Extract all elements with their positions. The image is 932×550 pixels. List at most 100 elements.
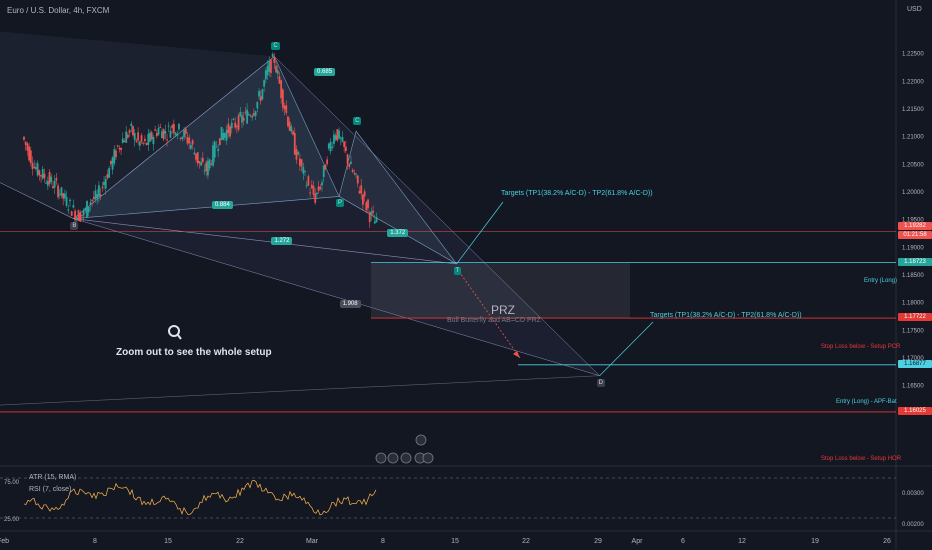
candle-body xyxy=(135,140,138,142)
candle-body xyxy=(138,141,141,146)
candle-body xyxy=(333,134,335,144)
candle-body xyxy=(40,175,42,177)
candle-body xyxy=(87,207,90,213)
time-tick-label: 26 xyxy=(883,538,891,545)
candle-body xyxy=(72,205,75,208)
candle-body xyxy=(196,152,199,164)
pattern-point-c: C xyxy=(353,117,362,126)
candle-body xyxy=(28,146,31,161)
candle-body xyxy=(253,113,255,116)
candle-body xyxy=(62,193,65,199)
candle-body xyxy=(208,159,211,169)
candle-body xyxy=(317,186,320,191)
candle-body xyxy=(235,126,238,128)
candle-body xyxy=(26,143,29,151)
candle-body xyxy=(154,129,157,131)
candle-body xyxy=(244,111,247,113)
target-label-1: Targets (TP1(38.2% A/C-D) - TP2(61.8% A/… xyxy=(501,190,653,197)
candle-body xyxy=(278,76,281,84)
candle-body xyxy=(186,137,189,144)
candle-body xyxy=(300,159,303,167)
candle-body xyxy=(261,89,264,100)
candle-body xyxy=(324,164,327,170)
candle-body xyxy=(111,157,114,170)
event-icon xyxy=(387,452,399,464)
candle-body xyxy=(203,170,206,172)
candle-body xyxy=(329,141,332,152)
candle-body xyxy=(312,186,315,195)
candle-body xyxy=(155,133,158,137)
target-arrow-1 xyxy=(456,201,504,265)
candle-body xyxy=(213,141,216,158)
candle-body xyxy=(356,175,359,184)
candle-body xyxy=(67,209,70,211)
candle-body xyxy=(334,135,337,140)
time-tick-label: 15 xyxy=(164,538,172,545)
candle-body xyxy=(193,152,196,155)
candle-body xyxy=(242,117,245,121)
pattern-point-c: C xyxy=(271,42,280,51)
candle-body xyxy=(157,128,160,135)
candle-body xyxy=(183,130,185,138)
candle-body xyxy=(89,202,92,205)
candle-body xyxy=(133,132,136,140)
candle-body xyxy=(58,193,61,195)
candle-body xyxy=(336,129,339,141)
symbol-title[interactable]: Euro / U.S. Dollar, 4h, FXCM xyxy=(7,6,110,15)
price-tick-label: 1.21000 xyxy=(902,135,924,141)
candle-body xyxy=(363,191,366,197)
candle-body xyxy=(251,115,254,118)
stop-level-label-1: Stop Loss below - Setup PCR xyxy=(821,344,901,350)
candle-body xyxy=(246,109,248,124)
candle-body xyxy=(92,196,95,199)
price-tick-label: 1.21500 xyxy=(902,107,924,113)
candle-body xyxy=(60,187,63,196)
candle-body xyxy=(53,180,56,188)
candle-body xyxy=(234,122,237,128)
candle-body xyxy=(297,151,300,155)
candle-body xyxy=(137,132,140,141)
candle-body xyxy=(45,182,48,184)
rsi-indicator-label[interactable]: RSI (7, close) xyxy=(29,486,72,493)
candle-body xyxy=(152,137,155,145)
candle-body xyxy=(285,105,288,113)
candle-body xyxy=(115,150,117,158)
candle-body xyxy=(217,148,220,152)
candle-body xyxy=(149,132,151,142)
stop-level-label-2: Stop Loss below - Setup HOR xyxy=(821,456,902,462)
candle-body xyxy=(55,177,58,181)
candle-body xyxy=(63,193,66,199)
candle-body xyxy=(184,128,187,134)
candle-body xyxy=(351,169,354,172)
candle-body xyxy=(113,149,116,164)
projection-arrow-head xyxy=(513,351,520,358)
candle-body xyxy=(224,132,226,138)
candle-body xyxy=(341,137,344,142)
candle-body xyxy=(355,173,357,175)
candle-body xyxy=(77,210,80,221)
candle-body xyxy=(314,193,317,203)
search-icon-handle xyxy=(177,334,182,340)
candle-body xyxy=(368,212,371,223)
candle-body xyxy=(227,123,230,134)
atr-tick-label: 0.00300 xyxy=(902,491,924,497)
search-icon xyxy=(168,325,180,337)
candle-body xyxy=(116,145,119,147)
candle-body xyxy=(43,173,46,179)
candle-body xyxy=(360,185,363,194)
candle-body xyxy=(159,126,162,128)
candle-body xyxy=(29,150,32,164)
candle-body xyxy=(31,162,34,170)
candle-body xyxy=(205,162,208,172)
candle-body xyxy=(84,208,87,211)
candle-body xyxy=(302,166,305,174)
atr-indicator-label[interactable]: ATR (15, RMA) xyxy=(29,474,77,481)
candle-body xyxy=(171,125,174,128)
candle-body xyxy=(147,133,150,145)
candle-body xyxy=(128,130,131,133)
candle-body xyxy=(35,167,37,170)
time-tick-label: 15 xyxy=(451,538,459,545)
candle-body xyxy=(126,134,129,138)
candle-body xyxy=(305,184,308,187)
